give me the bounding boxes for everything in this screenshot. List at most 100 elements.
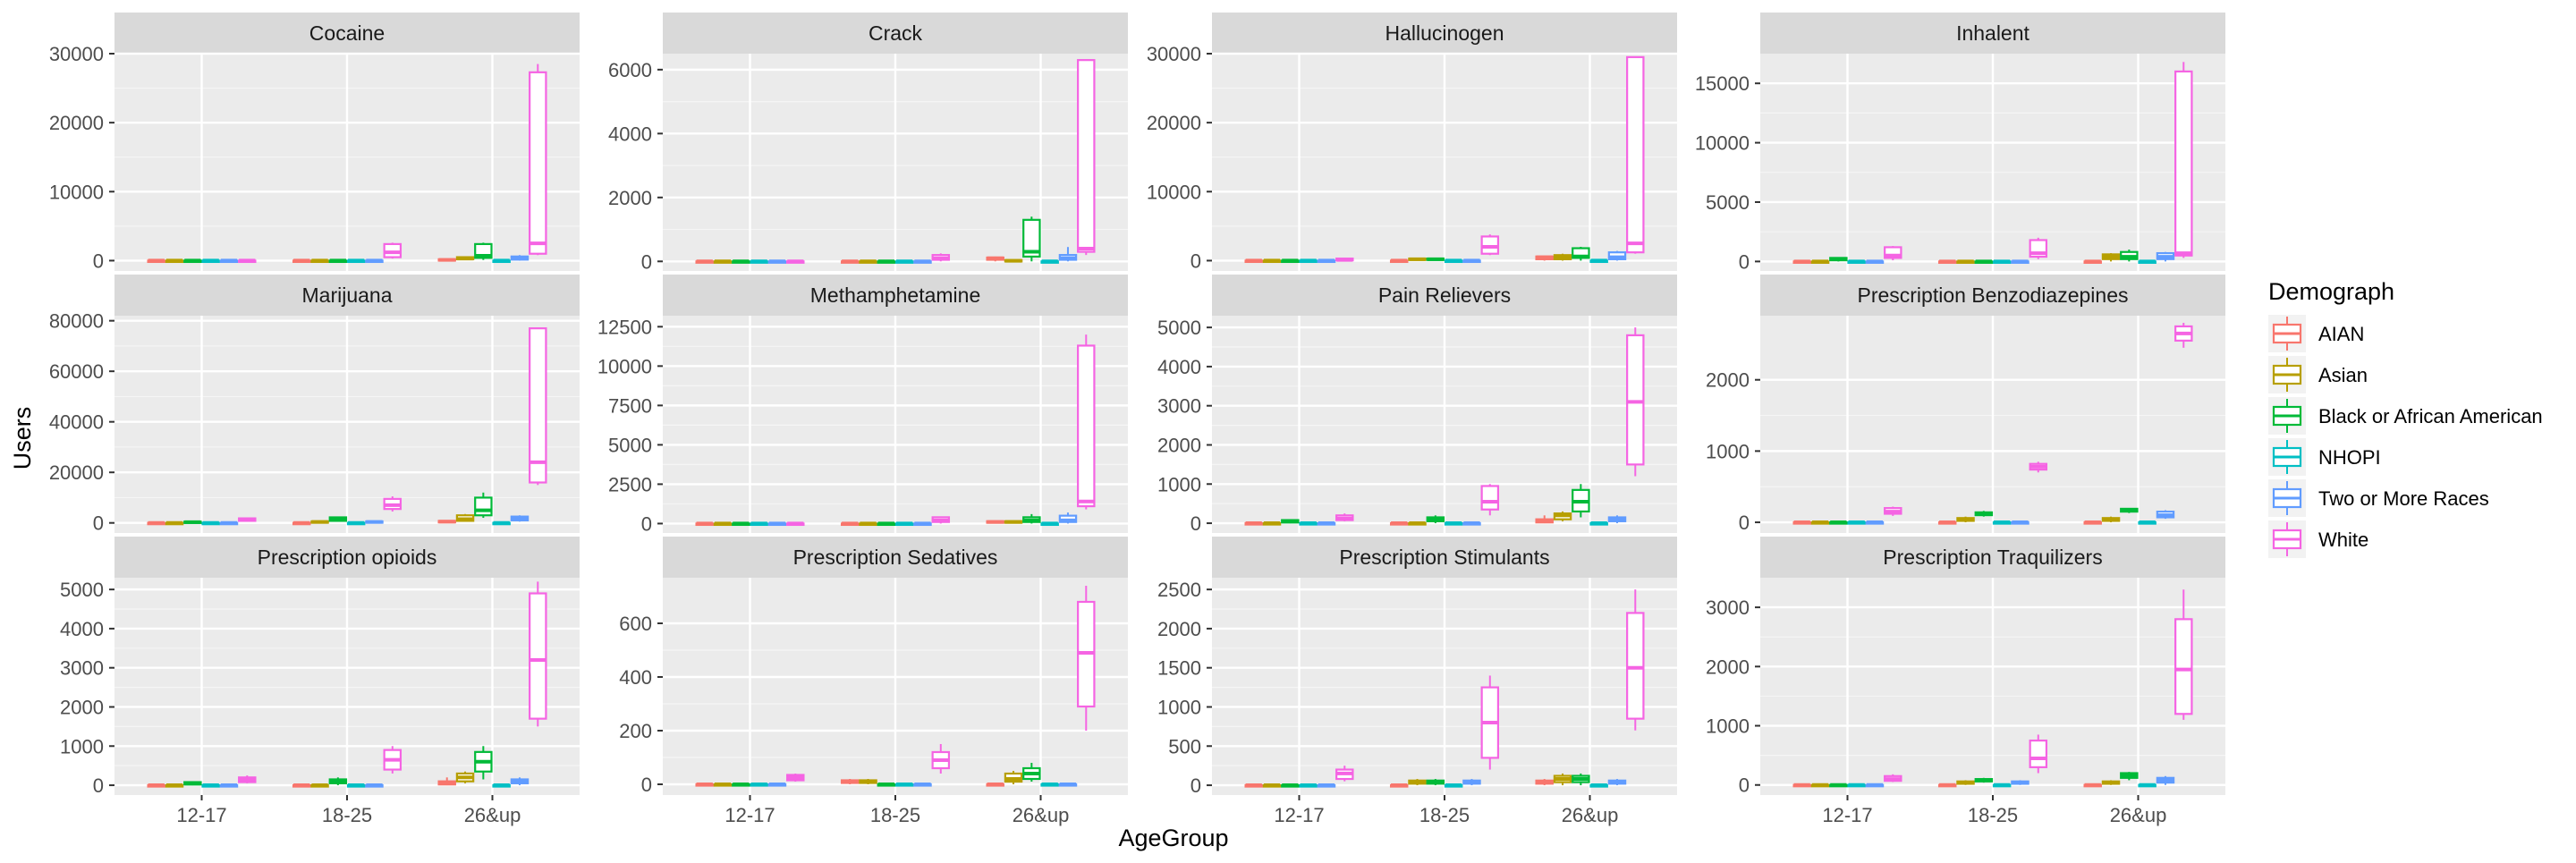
y-tick-label: 20000 [49, 461, 104, 484]
box-black-or-african-american [183, 258, 202, 264]
box-body [1077, 344, 1096, 508]
box-black-or-african-american [1829, 520, 1848, 525]
y-tick-label: 15000 [1695, 72, 1750, 95]
x-tick-label: 18-25 [1419, 804, 1470, 826]
legend-item: Asian [2268, 356, 2368, 393]
box-body [1077, 59, 1096, 253]
box-aian [1535, 779, 1554, 786]
box-aian [437, 777, 456, 786]
facet-strip [663, 275, 1128, 316]
x-tick-label: 26&up [2110, 804, 2167, 826]
box-nhopi [1040, 259, 1059, 264]
box-asian [1956, 259, 1975, 264]
box-aian [840, 259, 860, 264]
box-aian [695, 521, 714, 527]
box-black-or-african-american [1572, 484, 1590, 518]
y-tick-label: 60000 [49, 360, 104, 383]
box-asian [455, 256, 475, 261]
facet-strip [663, 13, 1128, 54]
box-two-or-more-races [2156, 510, 2175, 520]
legend: Demograph AIAN Asian Black or African Amer… [2268, 278, 2543, 558]
box-aian [1937, 783, 1957, 788]
box-white [1077, 334, 1096, 510]
box-nhopi [201, 258, 220, 264]
facet-panel: Prescription Stimulants 0 500 1000 1500 2000 2… [1157, 537, 1677, 826]
box-nhopi [1299, 521, 1318, 526]
y-tick-label: 4000 [60, 618, 104, 640]
box-asian [1810, 259, 1830, 264]
box-two-or-more-races [1317, 521, 1336, 526]
box-black-or-african-american [1572, 247, 1590, 261]
box-nhopi [1992, 783, 2012, 788]
box-black-or-african-american [328, 258, 348, 264]
facet-strip [1212, 537, 1677, 578]
box-white [931, 744, 951, 774]
box-black-or-african-american [1426, 515, 1445, 524]
legend-label: White [2318, 529, 2368, 551]
box-white [2174, 62, 2193, 258]
box-aian [1792, 259, 1811, 264]
box-black-or-african-american [1022, 216, 1041, 262]
box-body [1626, 55, 1645, 254]
box-asian [1262, 258, 1282, 264]
box-nhopi [346, 258, 366, 264]
y-tick-label: 1000 [1706, 440, 1750, 462]
box-aian [1244, 258, 1263, 264]
box-black-or-african-american [877, 521, 896, 527]
box-asian [1408, 521, 1427, 526]
box-aian [1244, 783, 1263, 788]
box-black-or-african-american [732, 521, 750, 527]
box-aian [1244, 521, 1263, 526]
facet-strip-label: Prescription Traquilizers [1883, 546, 2102, 569]
box-asian [1553, 773, 1572, 786]
facet-panel: Cocaine 0 10000 20000 30000 [49, 13, 580, 272]
box-nhopi [346, 783, 366, 788]
y-tick-label: 1000 [1706, 715, 1750, 738]
box-white [1626, 589, 1645, 731]
box-nhopi [1847, 259, 1866, 264]
box-two-or-more-races [2156, 775, 2175, 785]
y-tick-label: 2000 [608, 187, 652, 209]
box-aian [437, 520, 456, 524]
box-white [529, 63, 547, 256]
box-black-or-african-american [328, 777, 348, 786]
box-nhopi [2138, 520, 2157, 525]
box-white [1335, 513, 1354, 521]
box-two-or-more-races [1607, 779, 1627, 786]
legend-label: Two or More Races [2318, 487, 2489, 510]
box-body [529, 592, 547, 720]
box-aian [1535, 255, 1554, 261]
box-aian [840, 779, 860, 784]
box-two-or-more-races [913, 783, 932, 787]
legend-label: AIAN [2318, 323, 2364, 345]
box-nhopi [894, 259, 914, 264]
box-white [786, 521, 805, 527]
box-two-or-more-races [1462, 521, 1481, 526]
y-tick-label: 0 [641, 250, 652, 273]
facet-strip [1760, 275, 2225, 316]
box-asian [310, 258, 329, 264]
box-asian [1262, 783, 1282, 788]
y-tick-label: 0 [1739, 774, 1750, 797]
facet-strip [663, 537, 1128, 578]
facet-strip-label: Prescription opioids [258, 546, 437, 569]
box-black-or-african-american [474, 746, 493, 780]
x-tick-label: 12-17 [1822, 804, 1872, 826]
box-two-or-more-races [2011, 259, 2029, 264]
box-two-or-more-races [1462, 779, 1481, 786]
box-two-or-more-races [1317, 783, 1336, 788]
box-two-or-more-races [1058, 783, 1078, 787]
y-tick-label: 4000 [608, 123, 652, 145]
legend-item: Black or African American [2268, 397, 2543, 435]
box-black-or-african-american [1281, 258, 1300, 264]
box-aian [1937, 259, 1957, 264]
box-body [1480, 485, 1500, 511]
x-tick-label: 12-17 [1274, 804, 1324, 826]
y-tick-label: 1000 [1157, 696, 1201, 718]
facet-panel: Hallucinogen 0 10000 20000 30000 [1147, 13, 1677, 272]
box-asian [310, 783, 329, 788]
legend-label: Black or African American [2318, 405, 2543, 427]
y-tick-label: 12500 [597, 316, 652, 338]
y-tick-label: 2500 [608, 473, 652, 495]
box-black-or-african-american [1426, 779, 1445, 786]
